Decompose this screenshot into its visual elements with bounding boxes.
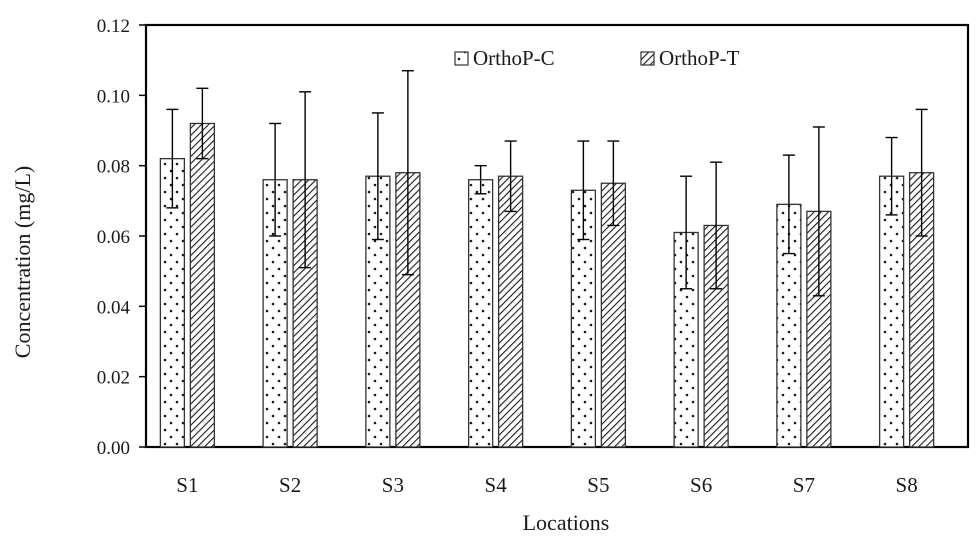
legend-item-orthop-c: OrthoP-C [454, 46, 555, 70]
error-bar-orthop-t-s3 [401, 70, 414, 276]
bar-orthop-t-s5 [600, 182, 627, 448]
error-bar-orthop-t-s4 [504, 140, 517, 213]
x-tick-label: S8 [896, 473, 918, 497]
bars [159, 70, 935, 448]
error-bar-orthop-c-s3 [371, 112, 384, 241]
error-bar-orthop-c-s6 [680, 175, 693, 290]
error-bar-orthop-c-s4 [474, 164, 487, 195]
y-tick-label: 0.04 [97, 297, 131, 318]
error-bar-orthop-t-s1 [196, 87, 209, 160]
error-bar-orthop-t-s2 [299, 91, 312, 269]
legend-label: OrthoP-C [473, 46, 555, 70]
error-bar-orthop-t-s7 [812, 126, 825, 297]
x-tick-label: S4 [485, 473, 508, 497]
x-tick-label: S2 [279, 473, 301, 497]
error-bar-orthop-t-s6 [710, 161, 723, 290]
bar-orthop-t-s4 [497, 175, 524, 448]
bar-orthop-c-s2 [262, 179, 288, 448]
y-tick-label: 0.08 [97, 157, 130, 178]
bar-orthop-c-s5 [570, 189, 597, 448]
bar-orthop-c-s4 [467, 179, 494, 448]
legend-item-orthop-t: OrthoP-T [640, 46, 740, 70]
error-bar-orthop-c-s5 [577, 140, 590, 241]
legend: OrthoP-C OrthoP-T [454, 46, 740, 70]
x-tick-label: S5 [587, 473, 609, 497]
error-bar-orthop-c-s8 [885, 136, 898, 216]
error-bar-orthop-c-s2 [269, 122, 282, 237]
error-bar-orthop-t-s5 [607, 140, 620, 227]
legend-label: OrthoP-T [659, 46, 740, 70]
error-bar-orthop-c-s1 [166, 108, 179, 209]
bar-orthop-t-s1 [189, 122, 216, 448]
y-tick-label: 0.06 [97, 227, 130, 248]
y-tick-label: 0.02 [97, 368, 130, 389]
y-tick-label: 0.10 [97, 86, 130, 107]
y-axis-ticks: 0.00 0.02 0.04 0.06 0.08 0.10 0.12 [97, 16, 146, 459]
x-tick-label: S3 [382, 473, 404, 497]
x-tick-label: S6 [690, 473, 712, 497]
x-axis-labels: S1 S2 S3 S4 S5 S6 S7 S8 [176, 473, 917, 497]
error-bar-orthop-c-s7 [782, 154, 795, 255]
x-tick-label: S7 [793, 473, 815, 497]
legend-swatch [640, 51, 655, 66]
y-tick-label: 0.12 [97, 16, 130, 37]
y-axis-title: Concentration (mg/L) [10, 166, 35, 358]
y-tick-label: 0.00 [97, 438, 130, 459]
x-axis-title: Locations [523, 510, 610, 535]
legend-swatch [454, 51, 469, 66]
error-bar-orthop-t-s8 [915, 108, 928, 237]
x-tick-label: S1 [176, 473, 198, 497]
bar-orthop-c-s8 [878, 175, 905, 448]
